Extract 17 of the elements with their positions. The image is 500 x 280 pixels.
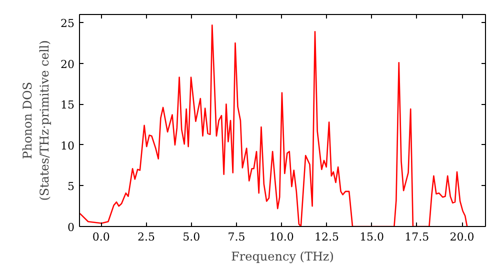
y-axis-title: Phonon DOS (States/THz·primitive cell) xyxy=(20,40,52,201)
x-tick-label: 10.0 xyxy=(269,230,294,244)
x-axis-title: Frequency (THz) xyxy=(231,250,334,264)
x-tick-label: 0.0 xyxy=(92,230,110,244)
x-tick-label: 7.5 xyxy=(228,230,246,244)
y-tick-label: 5 xyxy=(68,180,74,194)
x-tick-label: 5.0 xyxy=(182,230,200,244)
x-tick-label: 2.5 xyxy=(138,230,156,244)
y-tick-label: 15 xyxy=(60,98,75,112)
y-tick-label: 20 xyxy=(60,58,75,71)
y-tick-label: 10 xyxy=(60,139,75,152)
x-tick-label: 12.5 xyxy=(314,230,339,244)
x-tick-label: 17.5 xyxy=(404,230,430,244)
x-tick-label: 15.0 xyxy=(360,230,384,244)
y-tick-label: 0 xyxy=(68,221,74,234)
x-tick-label: 20.0 xyxy=(450,230,474,244)
y-tick-label: 25 xyxy=(60,17,75,30)
